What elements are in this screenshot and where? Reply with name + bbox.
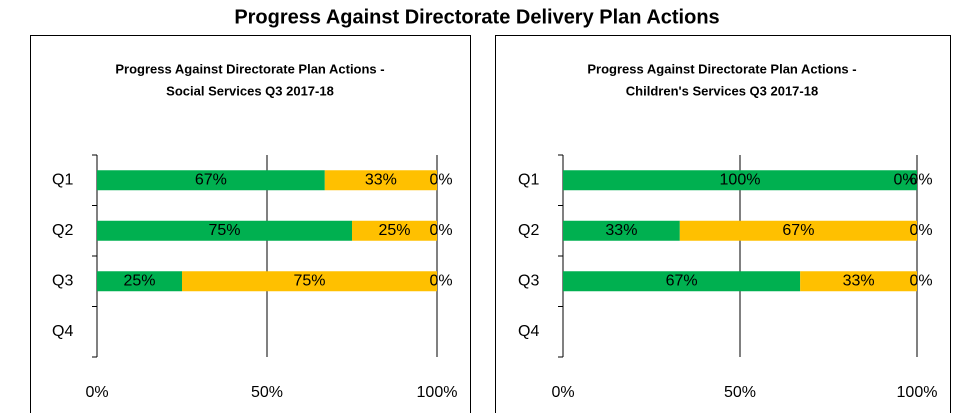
data-label: 67% <box>666 272 698 289</box>
x-tick-label: 50% <box>724 384 756 401</box>
y-tick-label: Q2 <box>518 222 539 239</box>
panel <box>30 35 471 413</box>
y-tick-label: Q3 <box>52 272 73 289</box>
x-tick-label: 100% <box>897 384 938 401</box>
y-tick-label: Q3 <box>518 272 539 289</box>
bar-segment <box>324 170 437 191</box>
data-label: 0% <box>429 272 452 289</box>
data-label: 75% <box>293 272 325 289</box>
bar-segment <box>563 271 801 292</box>
x-tick-label: 100% <box>417 384 458 401</box>
data-label: 25% <box>378 222 410 239</box>
chart-title: Progress Against Directorate Plan Action… <box>587 61 856 76</box>
bar-segment <box>97 271 182 292</box>
y-tick-label: Q2 <box>52 222 73 239</box>
panel <box>495 35 951 413</box>
y-tick-label: Q1 <box>518 171 539 188</box>
data-label: 0% <box>429 171 452 188</box>
bar-segment <box>97 220 352 241</box>
y-tick-label: Q4 <box>52 323 73 340</box>
bar-segment <box>563 170 917 191</box>
data-label: 0% <box>429 222 452 239</box>
data-label: 0% <box>909 171 932 188</box>
data-label: 75% <box>208 222 240 239</box>
data-label: 0% <box>893 171 916 188</box>
data-label: 33% <box>605 222 637 239</box>
bar-segment <box>352 220 437 241</box>
y-tick-label: Q4 <box>518 323 539 340</box>
x-tick-label: 50% <box>251 384 283 401</box>
data-label: 33% <box>365 171 397 188</box>
bar-segment <box>563 220 680 241</box>
data-label: 0% <box>909 272 932 289</box>
x-tick-label: 0% <box>85 384 108 401</box>
chart-title: Progress Against Directorate Plan Action… <box>115 61 384 76</box>
page-title: Progress Against Directorate Delivery Pl… <box>234 6 719 28</box>
bar-segment <box>97 170 325 191</box>
data-label: 25% <box>123 272 155 289</box>
data-label: 67% <box>782 222 814 239</box>
x-tick-label: 0% <box>551 384 574 401</box>
data-label: 67% <box>195 171 227 188</box>
chart-title: Children's Services Q3 2017-18 <box>626 83 818 98</box>
bar-segment <box>182 271 437 292</box>
data-label: 33% <box>843 272 875 289</box>
bar-segment <box>800 271 917 292</box>
bar-segment <box>679 220 917 241</box>
y-tick-label: Q1 <box>52 171 73 188</box>
data-label: 0% <box>909 222 932 239</box>
chart-title: Social Services Q3 2017-18 <box>166 83 334 98</box>
data-label: 100% <box>720 171 761 188</box>
